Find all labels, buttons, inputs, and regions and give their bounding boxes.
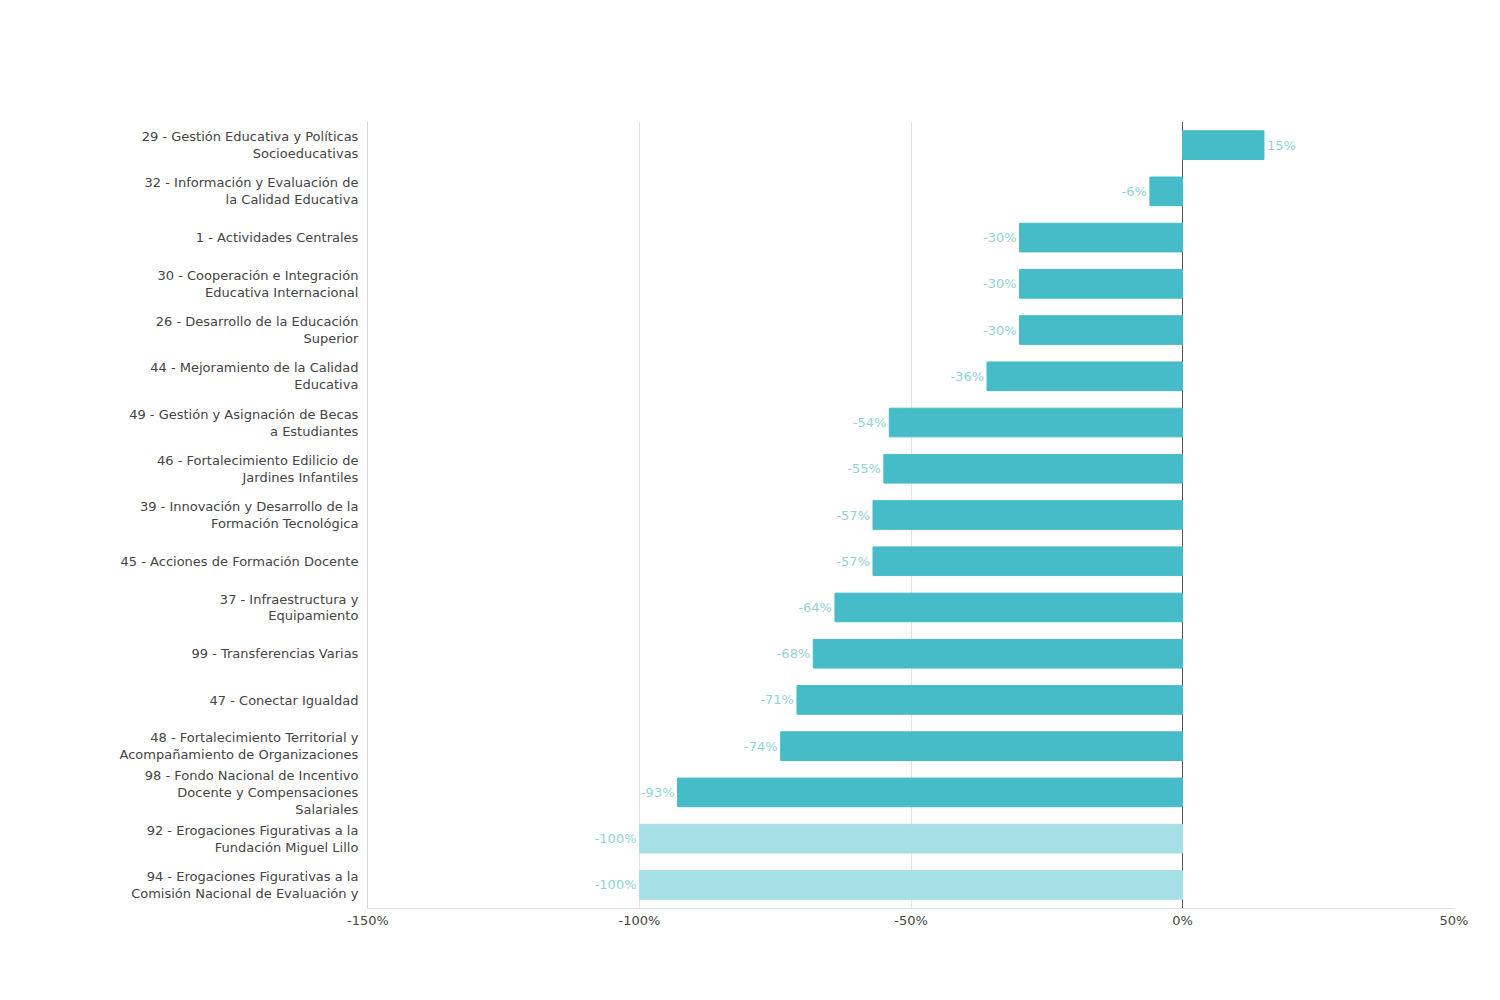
svg-text:26 - Desarrollo de la Educació: 26 - Desarrollo de la EducaciónSuperior <box>156 314 359 346</box>
svg-text:45 - Acciones de Formación Doc: 45 - Acciones de Formación Docente <box>121 554 359 569</box>
svg-text:-30%: -30% <box>983 230 1017 245</box>
svg-text:98 - Fondo Nacional de Incenti: 98 - Fondo Nacional de IncentivoDocente … <box>145 768 359 817</box>
svg-text:-100%: -100% <box>595 831 637 846</box>
svg-text:39 - Innovación y Desarrollo d: 39 - Innovación y Desarrollo de laFormac… <box>140 499 358 531</box>
svg-text:1 - Actividades Centrales: 1 - Actividades Centrales <box>196 230 359 245</box>
svg-text:32 - Información y Evaluación: 32 - Información y Evaluación dela Calid… <box>145 175 359 207</box>
svg-text:-30%: -30% <box>983 276 1017 291</box>
svg-text:-68%: -68% <box>777 646 811 661</box>
svg-text:-71%: -71% <box>760 692 794 707</box>
svg-text:-36%: -36% <box>950 369 984 384</box>
svg-text:-74%: -74% <box>744 739 778 754</box>
svg-text:-64%: -64% <box>798 600 832 615</box>
svg-text:94 - Erogaciones Figurativas a: 94 - Erogaciones Figurativas a laComisió… <box>131 869 359 901</box>
svg-text:-55%: -55% <box>847 461 881 476</box>
svg-text:15%: 15% <box>1267 138 1296 153</box>
svg-text:50%: 50% <box>1440 913 1469 928</box>
svg-text:-57%: -57% <box>836 508 870 523</box>
svg-text:-100%: -100% <box>595 877 637 892</box>
svg-text:-30%: -30% <box>983 323 1017 338</box>
svg-text:-54%: -54% <box>853 415 887 430</box>
svg-text:0%: 0% <box>1172 913 1193 928</box>
svg-text:-50%: -50% <box>894 913 928 928</box>
svg-text:46 - Fortalecimiento Edilicio: 46 - Fortalecimiento Edilicio deJardines… <box>157 453 359 485</box>
svg-text:-93%: -93% <box>641 785 675 800</box>
svg-text:48 - Fortalecimiento Territori: 48 - Fortalecimiento Territorial yAcompa… <box>120 730 359 762</box>
svg-text:30 - Cooperación e Integración: 30 - Cooperación e IntegraciónEducativa … <box>157 268 358 300</box>
svg-text:47 - Conectar Igualdad: 47 - Conectar Igualdad <box>210 692 359 707</box>
svg-text:99 - Transferencias Varias: 99 - Transferencias Varias <box>191 646 358 661</box>
svg-text:92 - Erogaciones Figurativas a: 92 - Erogaciones Figurativas a laFundaci… <box>147 823 359 855</box>
svg-text:29 - Gestión Educativa y Polít: 29 - Gestión Educativa y PolíticasSocioe… <box>142 129 359 161</box>
svg-text:-6%: -6% <box>1122 184 1147 199</box>
svg-text:49 - Gestión y Asignación de B: 49 - Gestión y Asignación de Becasa Estu… <box>129 407 358 439</box>
svg-text:37 - Infraestructura yEquipami: 37 - Infraestructura yEquipamiento <box>220 592 359 624</box>
svg-text:44 - Mejoramiento de la Calida: 44 - Mejoramiento de la CalidadEducativa <box>150 360 358 392</box>
svg-text:-100%: -100% <box>619 913 661 928</box>
svg-text:-57%: -57% <box>836 554 870 569</box>
svg-text:-150%: -150% <box>347 913 389 928</box>
